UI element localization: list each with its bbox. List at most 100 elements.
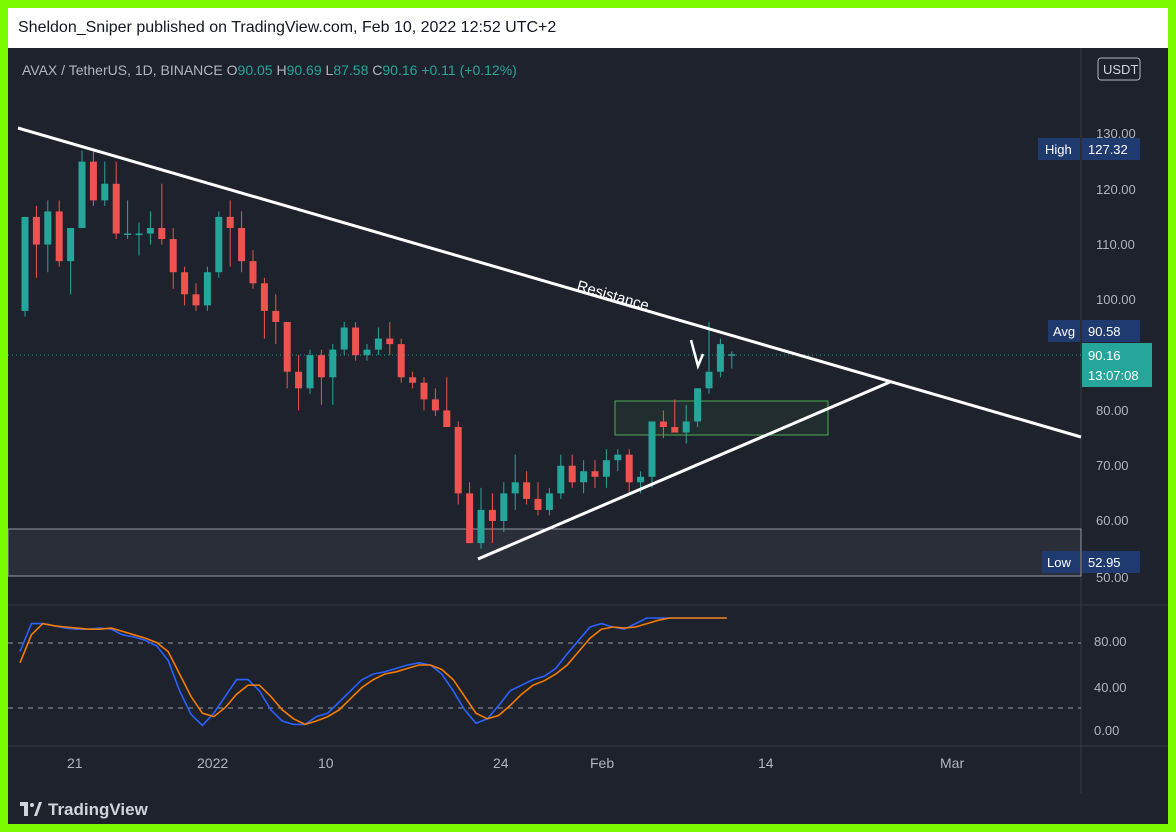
candle-body [420, 382, 428, 400]
high-value: 127.32 [1088, 142, 1128, 157]
candle-body [648, 421, 656, 477]
resistance-trendline[interactable] [17, 126, 1082, 439]
candle-body [511, 482, 519, 494]
candle-body [215, 216, 223, 273]
stoch-d-line [19, 617, 727, 726]
candle-body [352, 327, 360, 356]
ohlc-high-value: 90.69 [286, 62, 322, 78]
candle-body [158, 227, 166, 240]
candle-body [602, 460, 610, 477]
chart-area[interactable]: Resistance 130.00 120.00 110.00 100.00 8… [7, 48, 1168, 794]
candle-body [386, 338, 394, 345]
candle-body [78, 161, 86, 228]
candle-body [203, 272, 211, 306]
screenshot-frame: Sheldon_Sniper published on TradingView.… [7, 8, 1168, 824]
candle-body [454, 427, 462, 494]
candle-body [431, 399, 439, 411]
price-tick: 50.00 [1096, 570, 1129, 585]
candle-body [591, 471, 599, 477]
ohlc-open-label: O [226, 62, 238, 78]
demand-zone-box[interactable] [614, 400, 829, 436]
candle-body [146, 227, 154, 234]
breakout-marker[interactable] [689, 339, 705, 370]
candle-body [580, 471, 588, 483]
candle-body [397, 344, 405, 378]
candle-body [192, 294, 200, 306]
time-tick: Mar [940, 755, 964, 771]
stoch-tick: 80.00 [1094, 634, 1127, 649]
countdown-timer: 13:07:08 [1088, 368, 1139, 383]
candle-body [682, 421, 690, 433]
candle-body [101, 183, 109, 201]
candle-body [226, 216, 234, 228]
currency-button[interactable]: USDT [1097, 57, 1141, 81]
price-axis[interactable]: 130.00 120.00 110.00 100.00 80.00 70.00 … [1096, 126, 1136, 585]
time-tick: 24 [493, 755, 509, 771]
candle-body [705, 371, 713, 389]
price-tick: 120.00 [1096, 182, 1136, 197]
candle-body [477, 509, 485, 544]
candle-body [21, 216, 29, 311]
candle-body [568, 465, 576, 483]
ohlc-close-label: C [372, 62, 383, 78]
ohlc-high-label: H [276, 62, 287, 78]
ohlc-change: +0.11 (+0.12%) [421, 62, 517, 78]
candle-body [283, 321, 291, 372]
candle-body [112, 183, 120, 234]
candle-body [317, 355, 325, 378]
chart-canvas[interactable]: Resistance 130.00 120.00 110.00 100.00 8… [7, 48, 1168, 794]
publish-header: Sheldon_Sniper published on TradingView.… [8, 8, 1168, 48]
candle-body [409, 377, 417, 383]
current-price-label: 90.16 13:07:08 [1082, 343, 1152, 387]
tradingview-logo[interactable]: TradingView [20, 800, 148, 820]
candle-body [249, 261, 257, 284]
candle-body [625, 454, 633, 483]
currency-label: USDT [1103, 62, 1138, 77]
support-zone[interactable] [7, 528, 1082, 577]
symbol-name: AVAX / TetherUS, 1D, BINANCE [22, 62, 223, 78]
time-tick: 10 [318, 755, 334, 771]
candle-body [659, 421, 667, 428]
time-tick: 21 [67, 755, 83, 771]
candle-body [443, 410, 451, 428]
symbol-legend[interactable]: AVAX / TetherUS, 1D, BINANCE O90.05 H90.… [22, 62, 517, 78]
candle-body [340, 327, 348, 350]
price-tick: 70.00 [1096, 458, 1129, 473]
publish-line: Sheldon_Sniper published on TradingView.… [18, 19, 557, 36]
low-label-text: Low [1047, 555, 1071, 570]
low-value: 52.95 [1088, 555, 1121, 570]
price-tick: 100.00 [1096, 292, 1136, 307]
candle-body [55, 211, 63, 262]
ohlc-low-value: 87.58 [333, 62, 369, 78]
tradingview-logo-icon [20, 802, 42, 816]
low-price-label: Low 52.95 [1042, 551, 1140, 573]
stoch-k-line [19, 617, 727, 727]
support-trendline[interactable] [477, 380, 891, 561]
candle-body [295, 371, 303, 389]
ohlc-open-value: 90.05 [237, 62, 273, 78]
candle-body [523, 482, 531, 499]
time-axis[interactable]: 21 2022 10 24 Feb 14 Mar [67, 755, 964, 771]
high-label-text: High [1045, 142, 1072, 157]
price-tick: 110.00 [1096, 237, 1135, 252]
high-price-label: High 127.32 [1038, 138, 1140, 160]
candle-body [545, 493, 553, 510]
candle-body [272, 310, 280, 322]
resistance-label: Resistance [575, 278, 651, 315]
avg-value: 90.58 [1088, 324, 1121, 339]
footer-bar: TradingView [8, 794, 1168, 824]
ohlc-low-label: L [325, 62, 334, 78]
price-tick: 60.00 [1096, 513, 1129, 528]
candle-body [728, 354, 736, 356]
candle-body [135, 233, 143, 236]
avg-label-text: Avg [1053, 324, 1075, 339]
candle-body [67, 227, 75, 262]
time-tick: 14 [758, 755, 774, 771]
candle-body [329, 349, 337, 378]
candle-body [32, 216, 40, 245]
candle-body [89, 161, 97, 201]
candle-body [466, 493, 474, 544]
stoch-axis[interactable]: 80.00 40.00 0.00 [1094, 634, 1127, 738]
price-tick: 80.00 [1096, 403, 1129, 418]
candle-body [500, 493, 508, 521]
